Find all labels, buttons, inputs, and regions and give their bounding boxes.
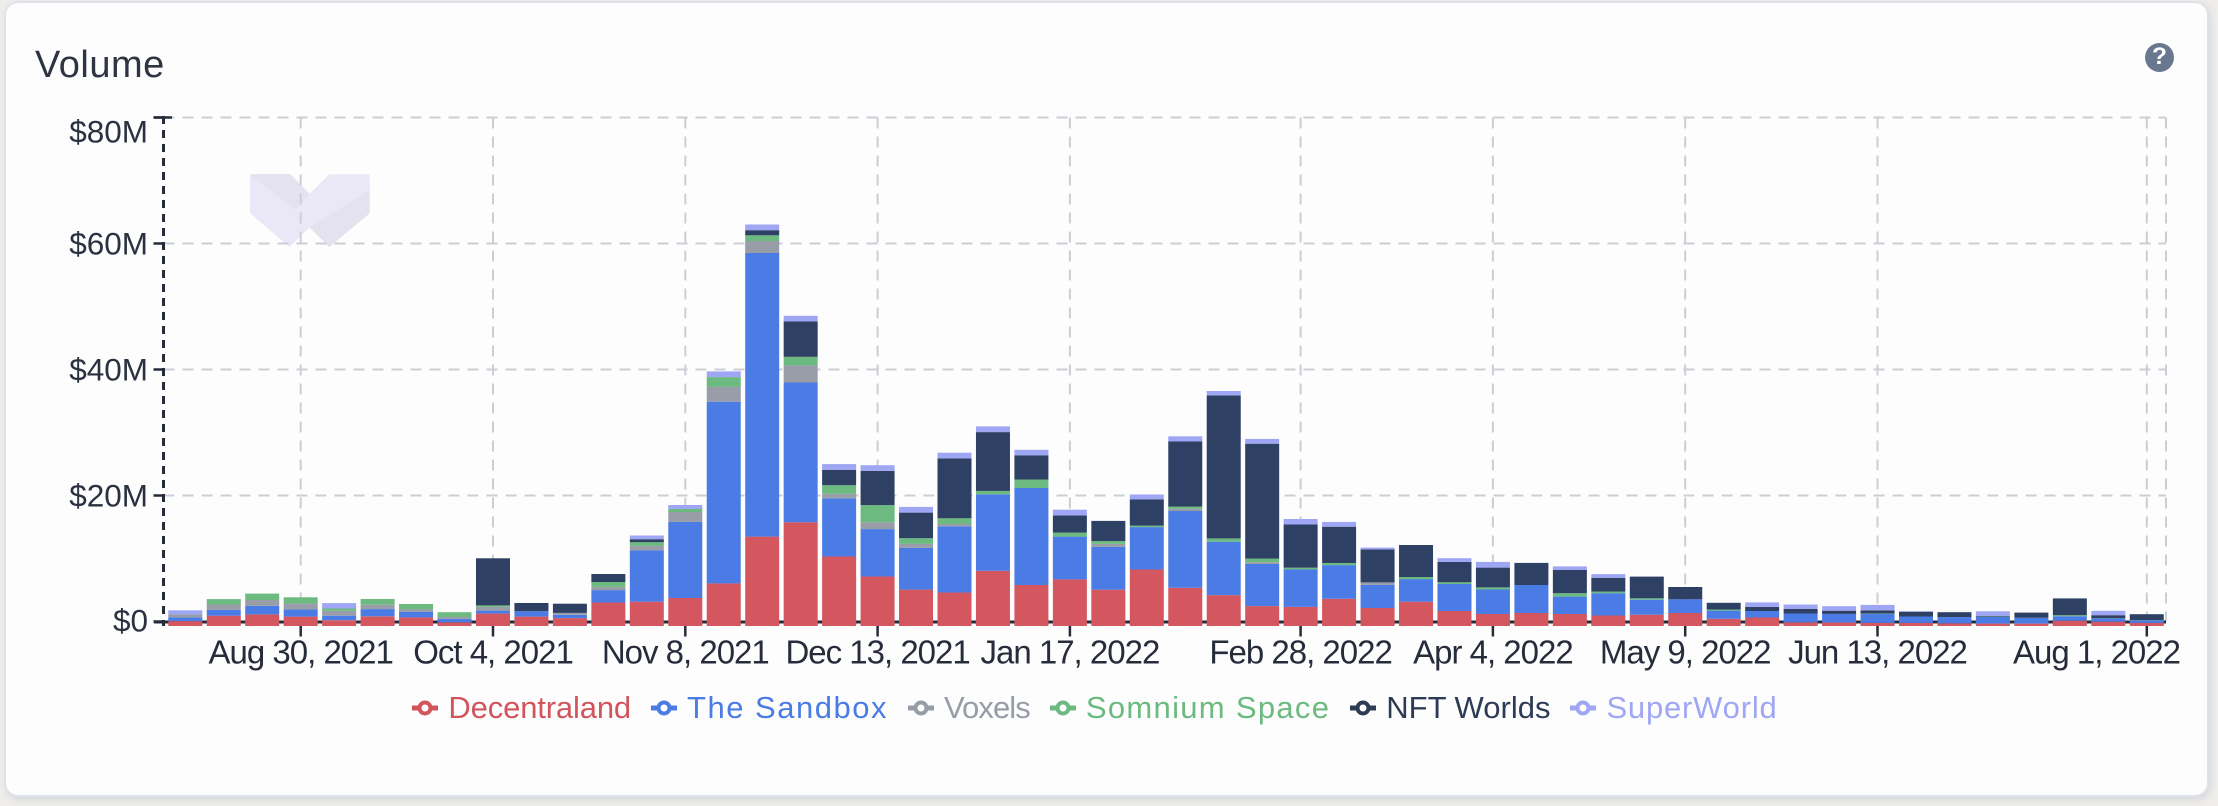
svg-text:Dec 13, 2021: Dec 13, 2021 [785, 634, 969, 671]
svg-text:Oct 4, 2021: Oct 4, 2021 [413, 634, 573, 671]
svg-text:Aug 1, 2022: Aug 1, 2022 [2013, 634, 2180, 671]
svg-text:$20M: $20M [69, 478, 148, 514]
svg-text:$80M: $80M [69, 114, 148, 150]
svg-text:Jun 13, 2022: Jun 13, 2022 [1788, 634, 1967, 671]
svg-text:$0: $0 [113, 603, 148, 639]
svg-text:Feb 28, 2022: Feb 28, 2022 [1209, 634, 1392, 671]
svg-text:May 9, 2022: May 9, 2022 [1600, 634, 1771, 671]
svg-text:$40M: $40M [69, 352, 148, 388]
svg-text:Nov 8, 2021: Nov 8, 2021 [602, 634, 769, 671]
svg-text:$60M: $60M [69, 226, 148, 262]
svg-text:Jan 17, 2022: Jan 17, 2022 [980, 634, 1159, 671]
svg-text:Aug 30, 2021: Aug 30, 2021 [209, 634, 393, 671]
svg-text:Apr 4, 2022: Apr 4, 2022 [1413, 634, 1573, 671]
